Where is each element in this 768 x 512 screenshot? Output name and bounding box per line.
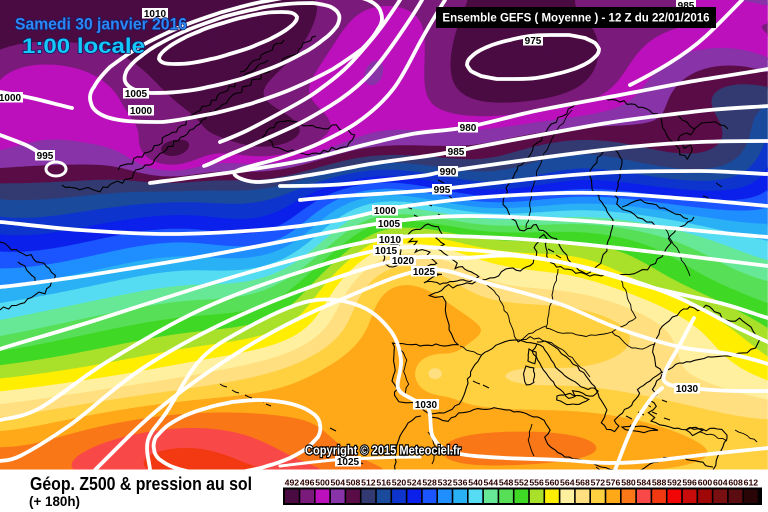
svg-text:Copyright © 2015 Meteociel.fr: Copyright © 2015 Meteociel.fr [305, 443, 461, 458]
svg-text:995: 995 [37, 151, 54, 162]
svg-text:592: 592 [667, 478, 682, 488]
svg-text:985: 985 [678, 1, 695, 12]
svg-text:540: 540 [468, 478, 483, 488]
svg-text:1000: 1000 [130, 106, 153, 117]
svg-text:612: 612 [744, 478, 759, 488]
svg-text:1020: 1020 [392, 256, 415, 267]
svg-text:985: 985 [448, 147, 465, 158]
svg-text:604: 604 [713, 478, 728, 488]
svg-text:588: 588 [652, 478, 667, 488]
svg-text:1010: 1010 [144, 9, 167, 20]
svg-text:975: 975 [525, 36, 542, 47]
svg-text:544: 544 [484, 478, 499, 488]
svg-text:1000: 1000 [0, 93, 22, 104]
svg-text:Ensemble GEFS ( Moyenne ) -: Ensemble GEFS ( Moyenne ) - 12 Z du 22/0… [442, 13, 709, 25]
svg-text:516: 516 [376, 478, 391, 488]
svg-text:508: 508 [346, 478, 361, 488]
svg-text:584: 584 [637, 478, 652, 488]
svg-text:552: 552 [514, 478, 529, 488]
svg-text:580: 580 [621, 478, 636, 488]
svg-text:492: 492 [285, 478, 300, 488]
svg-text:532: 532 [438, 478, 453, 488]
svg-text:524: 524 [407, 478, 422, 488]
svg-text:980: 980 [460, 123, 477, 134]
svg-text:1025: 1025 [413, 267, 436, 278]
svg-text:Samedi 30 janvier 2016: Samedi 30 janvier 2016 [15, 15, 187, 34]
svg-text:608: 608 [728, 478, 743, 488]
svg-text:1:00 locale: 1:00 locale [22, 35, 145, 58]
svg-text:504: 504 [331, 478, 346, 488]
svg-text:556: 556 [529, 478, 544, 488]
svg-text:1025: 1025 [337, 457, 360, 468]
svg-text:564: 564 [560, 478, 575, 488]
svg-text:528: 528 [422, 478, 437, 488]
svg-text:512: 512 [361, 478, 376, 488]
svg-text:1005: 1005 [378, 219, 401, 230]
svg-text:1000: 1000 [374, 206, 397, 217]
svg-text:Géop. Z500 & pression au sol: Géop. Z500 & pression au sol [30, 474, 252, 494]
svg-text:560: 560 [545, 478, 560, 488]
svg-text:568: 568 [575, 478, 590, 488]
svg-text:990: 990 [440, 167, 457, 178]
svg-text:1010: 1010 [379, 235, 402, 246]
svg-text:1030: 1030 [415, 400, 438, 411]
svg-text:1005: 1005 [125, 89, 148, 100]
svg-text:995: 995 [434, 185, 451, 196]
svg-text:1015: 1015 [375, 246, 398, 257]
svg-text:572: 572 [591, 478, 606, 488]
svg-text:496: 496 [300, 478, 315, 488]
svg-text:536: 536 [453, 478, 468, 488]
svg-text:520: 520 [392, 478, 407, 488]
svg-text:576: 576 [606, 478, 621, 488]
svg-text:600: 600 [698, 478, 713, 488]
svg-text:548: 548 [499, 478, 514, 488]
svg-text:596: 596 [682, 478, 697, 488]
svg-text:1030: 1030 [676, 384, 699, 395]
svg-text:(+ 180h): (+ 180h) [29, 494, 80, 509]
svg-text:500: 500 [315, 478, 330, 488]
